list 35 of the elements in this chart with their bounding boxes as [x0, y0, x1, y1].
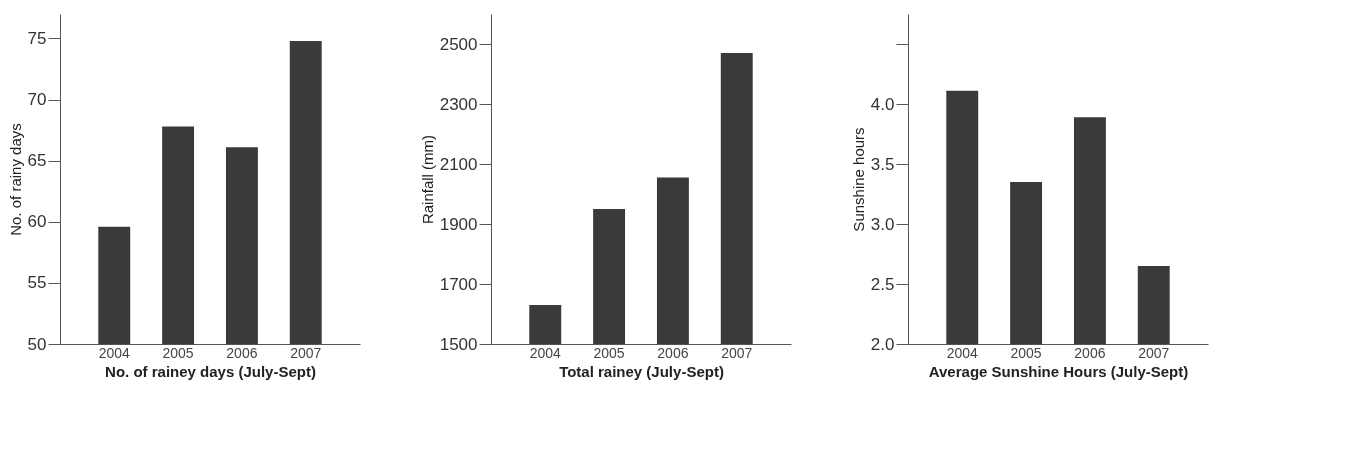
y-tick-label: 2.0: [870, 334, 895, 354]
x-tick-label: 2006: [657, 344, 689, 361]
y-axis-title: Rainfall (mm): [418, 134, 436, 225]
x-tick-label: 2007: [290, 344, 322, 361]
y-tick-label: 2.5: [870, 274, 895, 294]
y-tick-label: 1500: [439, 334, 478, 354]
y-tick-label: 65: [27, 151, 47, 171]
y-tick-label: 3.5: [870, 154, 895, 174]
x-tick-label: 2005: [1010, 344, 1042, 361]
y-tick-label: 75: [27, 28, 47, 48]
y-axis-title: Sunshine hours: [849, 127, 867, 232]
y-tick-label: 2300: [439, 94, 478, 114]
y-tick-label: 2500: [439, 34, 478, 54]
x-tick-label: 2007: [721, 344, 753, 361]
y-tick-label: 60: [27, 212, 47, 232]
x-tick-label: 2007: [1138, 344, 1170, 361]
x-axis-title: Total rainey (July-Sept): [559, 362, 724, 380]
y-tick-label: 70: [27, 90, 47, 110]
x-axis-title: Average Sunshine Hours (July-Sept): [928, 362, 1189, 380]
y-tick-label: 50: [27, 334, 47, 354]
x-tick-label: 2004: [529, 344, 562, 361]
y-tick-label: 4.0: [870, 94, 895, 114]
x-tick-label: 2005: [593, 344, 625, 361]
x-tick-label: 2006: [1074, 344, 1106, 361]
y-tick-label: 2100: [439, 154, 478, 174]
y-tick-label: 1900: [439, 214, 478, 234]
y-tick-label: 3.0: [870, 214, 895, 234]
x-tick-label: 2004: [946, 344, 979, 361]
x-tick-label: 2006: [226, 344, 258, 361]
y-tick-label: 1700: [439, 274, 478, 294]
y-axis-title: No. of rainy days: [6, 123, 24, 236]
x-tick-label: 2005: [162, 344, 194, 361]
x-axis-title: No. of rainey days (July-Sept): [105, 362, 316, 380]
y-tick-label: 55: [27, 273, 47, 293]
x-tick-label: 2004: [98, 344, 131, 361]
